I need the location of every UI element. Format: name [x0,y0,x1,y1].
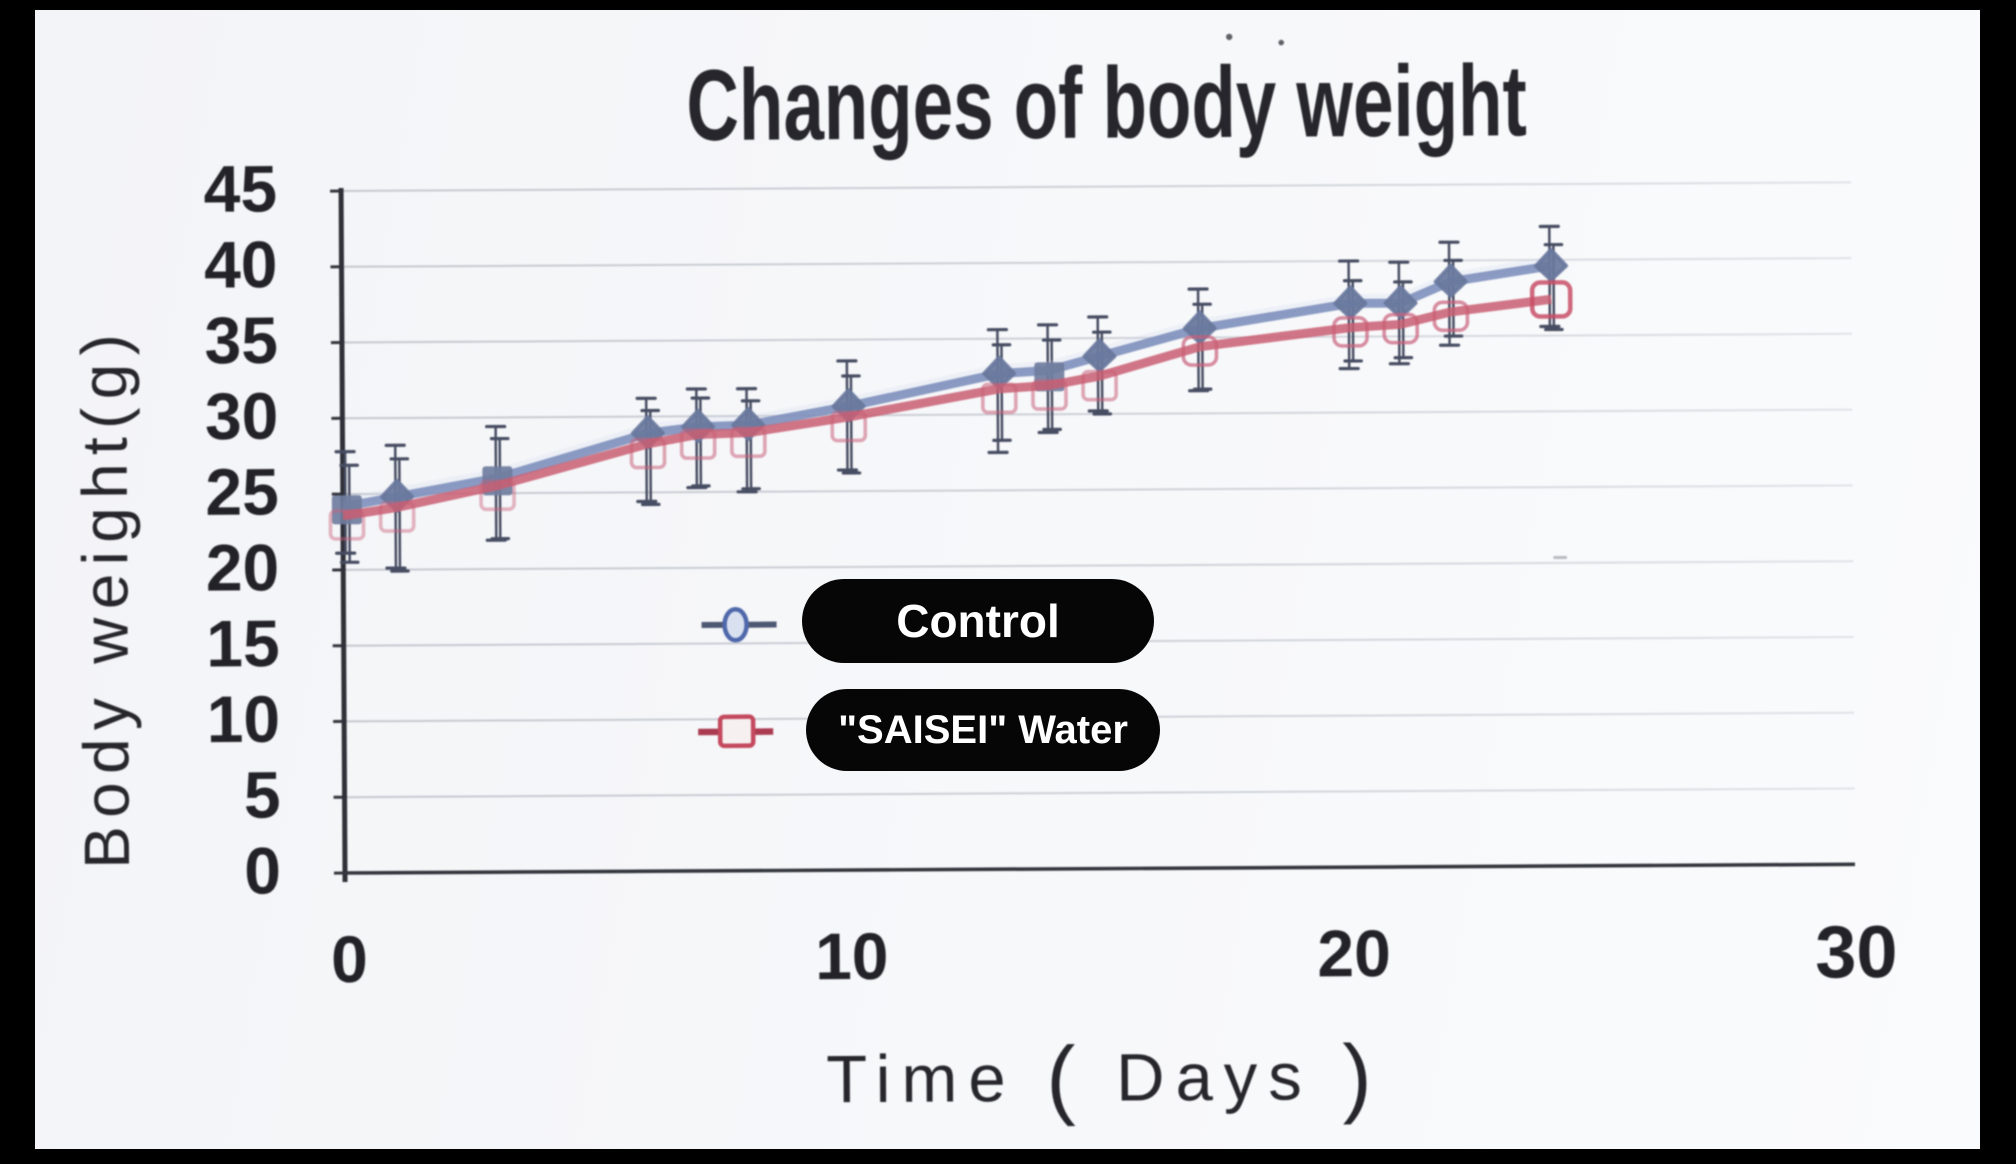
svg-text:10: 10 [815,919,889,993]
svg-text:40: 40 [204,227,278,301]
svg-text:Body weight(g): Body weight(g) [68,326,143,869]
svg-text:45: 45 [203,151,277,225]
svg-text:30: 30 [1815,910,1898,993]
svg-text:35: 35 [204,303,278,377]
svg-text:20: 20 [1317,916,1391,990]
svg-text:0: 0 [244,833,281,907]
svg-text:20: 20 [206,530,280,604]
svg-text:5: 5 [244,758,281,832]
svg-text:Time ( Days ): Time ( Days ) [826,1026,1383,1128]
svg-text:Changes of body weight: Changes of body weight [686,43,1527,161]
svg-text:25: 25 [205,454,279,528]
svg-text:15: 15 [206,606,280,680]
svg-text:10: 10 [206,682,280,756]
svg-text:0: 0 [331,922,368,996]
svg-text:30: 30 [205,379,279,453]
